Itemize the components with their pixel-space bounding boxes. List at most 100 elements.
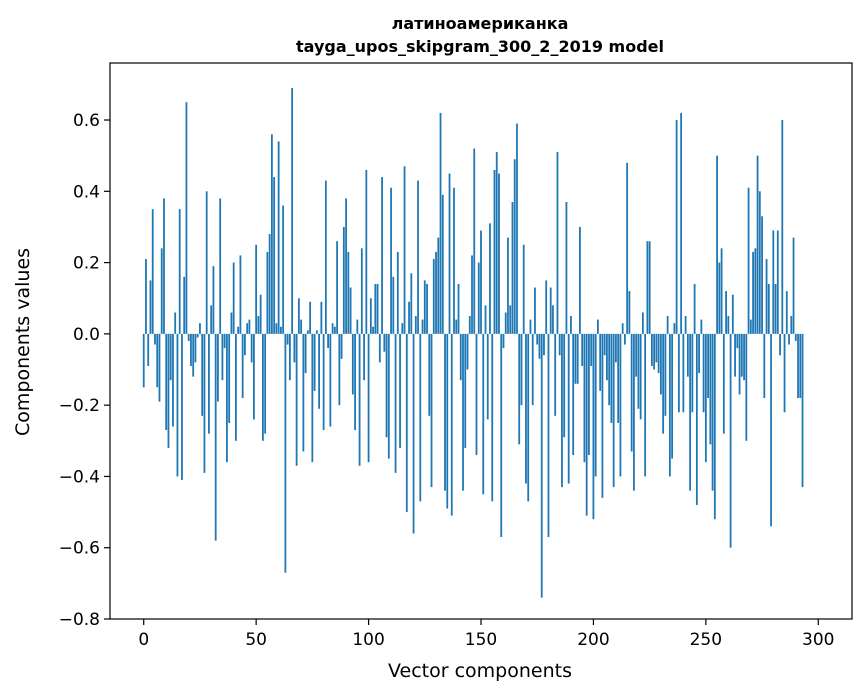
bar — [594, 333, 597, 477]
bar — [230, 312, 233, 334]
chart-title: латиноамериканка — [392, 14, 569, 33]
bar — [392, 276, 395, 334]
bar — [527, 333, 530, 502]
bar — [722, 333, 725, 434]
bar — [493, 169, 496, 334]
bar — [270, 134, 273, 334]
bar — [318, 333, 321, 409]
bar — [671, 333, 674, 459]
bar — [459, 333, 462, 381]
bar — [684, 316, 687, 334]
bar — [160, 248, 163, 334]
y-tick-label: 0.4 — [73, 182, 100, 202]
bar — [412, 333, 415, 534]
bar — [428, 333, 431, 416]
bar — [437, 237, 440, 334]
bar — [401, 323, 404, 334]
bar — [522, 244, 525, 334]
bar — [628, 291, 631, 334]
bar — [664, 333, 667, 416]
x-tick-label: 0 — [138, 630, 149, 650]
bar — [142, 333, 145, 388]
bar — [426, 283, 428, 334]
bar — [498, 173, 500, 334]
bar — [552, 305, 554, 334]
bar — [156, 333, 159, 388]
bar — [457, 283, 460, 334]
bar — [304, 333, 307, 374]
bar — [151, 209, 154, 334]
bar — [331, 323, 334, 334]
bar — [581, 333, 584, 366]
bar — [509, 305, 512, 334]
bar — [480, 230, 482, 334]
bar — [378, 333, 381, 363]
bar — [549, 287, 552, 334]
bar — [455, 319, 458, 334]
bar — [563, 333, 566, 438]
bar — [713, 333, 716, 520]
bar — [767, 283, 770, 334]
bar — [183, 276, 186, 334]
bar — [450, 333, 453, 516]
bar — [297, 298, 300, 334]
bar — [754, 248, 757, 334]
bar — [219, 198, 222, 334]
bar — [774, 283, 777, 334]
bar — [525, 333, 527, 484]
chart-subtitle: tayga_upos_skipgram_300_2_2019 model — [296, 37, 664, 56]
bar — [657, 333, 660, 374]
bar — [365, 169, 368, 334]
bar — [279, 326, 282, 334]
bar — [547, 333, 550, 538]
bar — [619, 333, 622, 477]
bar — [599, 333, 602, 391]
plot-frame — [109, 62, 853, 620]
bar — [228, 333, 231, 423]
bar — [680, 112, 683, 334]
bar — [253, 333, 255, 420]
bar — [185, 102, 188, 334]
bar — [408, 301, 410, 334]
bar — [756, 155, 759, 334]
bar — [462, 333, 464, 491]
bar — [792, 237, 795, 334]
bar — [576, 333, 579, 384]
bar — [154, 333, 156, 345]
bar — [226, 333, 228, 463]
bar — [659, 333, 662, 395]
x-tick-label: 250 — [690, 630, 722, 650]
bar — [567, 333, 570, 484]
bar — [588, 333, 590, 456]
bar — [385, 333, 388, 438]
bar — [491, 333, 494, 502]
bar — [590, 333, 593, 366]
bar — [615, 333, 617, 363]
bar — [345, 198, 347, 334]
bar — [423, 280, 426, 334]
bar — [536, 333, 539, 345]
bar — [502, 333, 505, 349]
bar — [543, 333, 545, 356]
bar — [570, 316, 572, 334]
bar — [783, 333, 786, 413]
bar — [610, 333, 613, 423]
bar — [641, 312, 644, 334]
bar — [507, 237, 509, 334]
bar — [311, 333, 314, 463]
bar — [473, 148, 476, 334]
bar — [192, 333, 195, 377]
bar — [689, 333, 692, 491]
bar — [637, 333, 640, 409]
bar — [761, 216, 763, 334]
bar — [324, 180, 327, 334]
bar — [738, 333, 741, 395]
bar — [320, 301, 323, 334]
bar — [648, 241, 651, 334]
bar — [695, 333, 698, 505]
bar — [677, 333, 680, 413]
x-tick-label: 150 — [465, 630, 497, 650]
bar — [686, 333, 689, 377]
bar — [237, 326, 240, 334]
bar — [700, 319, 703, 334]
